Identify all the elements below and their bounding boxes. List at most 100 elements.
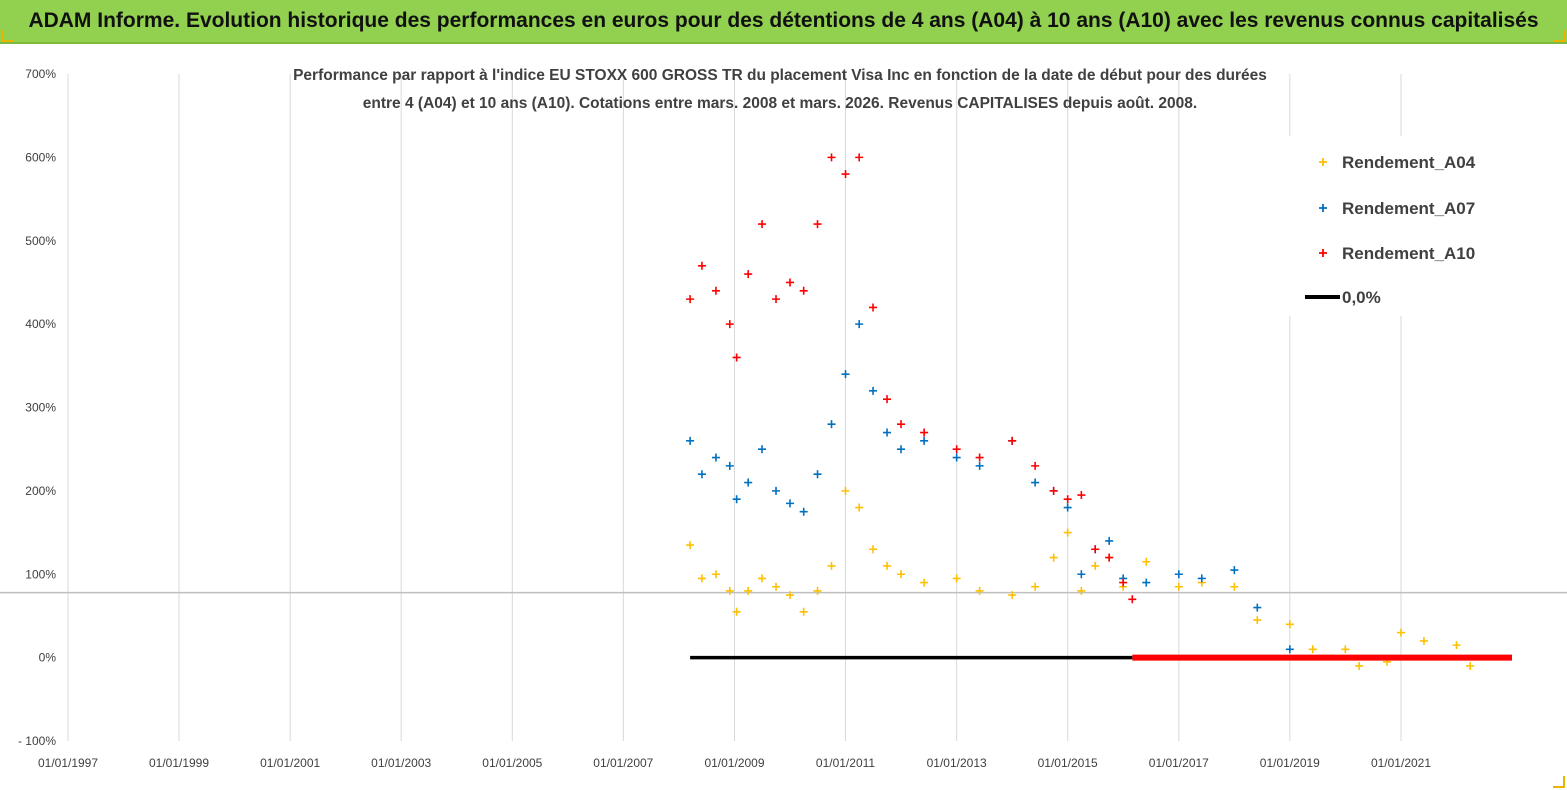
- data-point: [1031, 461, 1040, 470]
- chart-title: Performance par rapport à l'indice EU ST…: [293, 67, 1267, 112]
- legend-label: Rendement_A07: [1342, 199, 1475, 218]
- data-point: [1253, 603, 1262, 612]
- legend-marker: [1319, 249, 1327, 257]
- data-point: [952, 453, 961, 462]
- x-tick-label: 01/01/2019: [1260, 756, 1320, 770]
- title-banner: [0, 0, 1567, 44]
- chart-marks: [686, 153, 1512, 670]
- corner-marker-top-left: [2, 30, 14, 42]
- chart-svg: - 100% 0% 100% 200% 300% 400% 500% 600% 700% 01/…: [0, 67, 1567, 770]
- data-point: [855, 320, 864, 329]
- data-point: [725, 320, 734, 329]
- data-point: [1174, 570, 1183, 579]
- data-point: [772, 486, 781, 495]
- data-point: [758, 445, 767, 454]
- legend-marker: [1319, 204, 1327, 212]
- y-tick-label: 500%: [25, 234, 56, 248]
- data-point: [813, 220, 822, 229]
- x-tick-label: 01/01/2003: [371, 756, 431, 770]
- x-tick-label: 01/01/2017: [1149, 756, 1209, 770]
- data-point: [725, 586, 734, 595]
- data-point: [744, 586, 753, 595]
- data-point: [1230, 566, 1239, 575]
- data-point: [711, 453, 720, 462]
- legend-label: Rendement_A10: [1342, 244, 1475, 263]
- data-point: [711, 286, 720, 295]
- data-point: [1091, 561, 1100, 570]
- data-point: [1077, 570, 1086, 579]
- data-point: [1466, 661, 1475, 670]
- x-tick-label: 01/01/2021: [1371, 756, 1431, 770]
- y-tick-label: 0%: [39, 651, 57, 665]
- data-point: [1308, 645, 1317, 654]
- data-point: [1091, 545, 1100, 554]
- data-point: [1063, 528, 1072, 537]
- data-point: [1197, 574, 1206, 583]
- data-point: [1049, 486, 1058, 495]
- data-point: [1142, 557, 1151, 566]
- data-point: [1253, 616, 1262, 625]
- x-tick-label: 01/01/2011: [816, 756, 875, 770]
- data-point: [897, 420, 906, 429]
- x-axis-ticks: 01/01/1997 01/01/1999 01/01/2001 01/01/2003…: [38, 756, 1431, 770]
- data-point: [855, 503, 864, 512]
- data-point: [897, 445, 906, 454]
- data-point: [686, 295, 695, 304]
- data-point: [799, 607, 808, 616]
- data-point: [686, 436, 695, 445]
- banner-title: ADAM Informe. Evolution historique des p…: [28, 9, 1539, 32]
- data-point: [1105, 553, 1114, 562]
- data-point: [920, 436, 929, 445]
- corner-marker-top-right: [1553, 30, 1565, 42]
- data-point: [897, 570, 906, 579]
- data-point: [827, 153, 836, 162]
- data-point: [920, 428, 929, 437]
- x-tick-label: 01/01/2001: [260, 756, 320, 770]
- data-point: [732, 495, 741, 504]
- x-tick-label: 01/01/2015: [1038, 756, 1098, 770]
- data-point: [758, 574, 767, 583]
- data-point: [1452, 641, 1461, 650]
- y-tick-label: 700%: [25, 67, 56, 81]
- data-point: [1119, 578, 1128, 587]
- data-point: [732, 353, 741, 362]
- data-point: [799, 286, 808, 295]
- legend-box: [1282, 136, 1512, 316]
- data-point: [883, 561, 892, 570]
- data-point: [841, 170, 850, 179]
- data-point: [697, 470, 706, 479]
- chart-title-line: entre 4 (A04) et 10 ans (A10). Cotations…: [363, 95, 1197, 112]
- series-Rendement_A10: [686, 153, 1137, 604]
- legend-marker: [1319, 158, 1327, 166]
- corner-marker-bottom-right: [1553, 776, 1565, 788]
- data-point: [1230, 582, 1239, 591]
- data-point: [975, 586, 984, 595]
- data-point: [1396, 628, 1405, 637]
- y-tick-label: 200%: [25, 484, 56, 498]
- data-point: [952, 445, 961, 454]
- x-tick-label: 01/01/1999: [149, 756, 209, 770]
- data-point: [883, 428, 892, 437]
- data-point: [1128, 595, 1137, 604]
- data-point: [697, 574, 706, 583]
- data-point: [1031, 478, 1040, 487]
- data-point: [1063, 495, 1072, 504]
- legend-label: 0,0%: [1342, 288, 1381, 307]
- y-axis-ticks: - 100% 0% 100% 200% 300% 400% 500% 600% 700%: [18, 67, 56, 748]
- data-point: [1341, 645, 1350, 654]
- data-point: [1285, 620, 1294, 629]
- data-point: [732, 607, 741, 616]
- data-point: [772, 582, 781, 591]
- y-tick-label: - 100%: [18, 734, 56, 748]
- data-point: [827, 420, 836, 429]
- data-point: [813, 586, 822, 595]
- data-point: [869, 303, 878, 312]
- x-tick-label: 01/01/1997: [38, 756, 98, 770]
- legend-label: Rendement_A04: [1342, 153, 1476, 172]
- data-point: [786, 499, 794, 508]
- data-point: [975, 461, 984, 470]
- data-point: [686, 541, 695, 550]
- data-point: [1077, 586, 1086, 595]
- data-point: [1077, 491, 1086, 500]
- data-point: [744, 270, 753, 279]
